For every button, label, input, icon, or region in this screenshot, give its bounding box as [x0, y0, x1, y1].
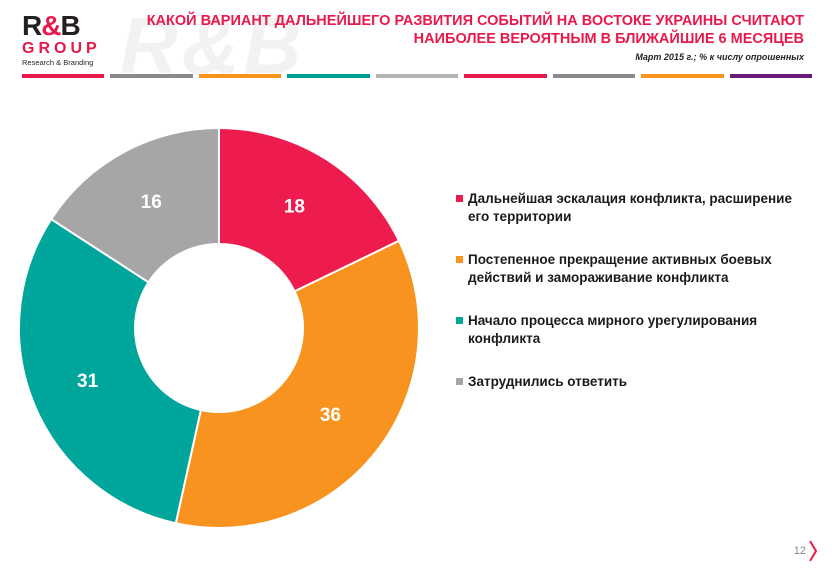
header-bar-4 — [375, 74, 459, 78]
next-chevron-icon — [809, 540, 818, 562]
donut-slice-1 — [174, 239, 420, 529]
legend-item-2: Начало процесса мирного урегулирования к… — [456, 312, 816, 348]
header-bar-2 — [198, 74, 282, 78]
legend-label-0: Дальнейшая эскалация конфликта, расширен… — [468, 191, 792, 224]
page-title: КАКОЙ ВАРИАНТ ДАЛЬНЕЙШЕГО РАЗВИТИЯ СОБЫТ… — [146, 13, 804, 47]
donut-slice-0 — [218, 126, 401, 293]
legend-item-3: Затруднились ответить — [456, 373, 816, 391]
donut-slice-2 — [18, 217, 203, 525]
header-bar-7 — [641, 74, 724, 78]
page-number-label: 12 — [793, 545, 806, 557]
logo-group-text: GROUP — [22, 40, 101, 57]
legend-swatch-2 — [456, 317, 463, 324]
header-bar-3 — [287, 74, 370, 78]
legend-swatch-1 — [456, 256, 463, 263]
header-bar-6 — [552, 74, 636, 78]
header-bar-1 — [110, 74, 193, 78]
legend-label-2: Начало процесса мирного урегулирования к… — [468, 313, 758, 346]
legend-label-1: Постепенное прекращение активных боевых … — [468, 252, 772, 285]
page-subtitle: Март 2015 г.; % к числу опрошенных — [635, 52, 804, 62]
header-color-bars — [22, 74, 812, 78]
logo-subtitle: Research & Branding — [22, 58, 94, 67]
donut-data-label-2: 31 — [77, 371, 99, 392]
logo-mark: R&B — [22, 10, 81, 41]
donut-data-label-3: 16 — [141, 192, 162, 213]
header-bar-0 — [22, 74, 105, 78]
donut-slice-3 — [49, 126, 220, 284]
donut-data-label-1: 36 — [320, 405, 341, 426]
header-bar-8 — [729, 74, 812, 78]
company-logo: R&B GROUP Research & Branding — [22, 10, 112, 68]
page-number: 12 — [794, 540, 818, 562]
legend-item-0: Дальнейшая эскалация конфликта, расширен… — [456, 190, 816, 226]
header-bar-5 — [464, 74, 547, 78]
donut-data-label-0: 18 — [284, 197, 305, 218]
legend-swatch-3 — [456, 378, 463, 385]
legend-item-1: Постепенное прекращение активных боевых … — [456, 251, 816, 287]
chart-legend: Дальнейшая эскалация конфликта, расширен… — [456, 190, 816, 416]
legend-label-3: Затруднились ответить — [468, 374, 628, 389]
legend-swatch-0 — [456, 195, 463, 202]
